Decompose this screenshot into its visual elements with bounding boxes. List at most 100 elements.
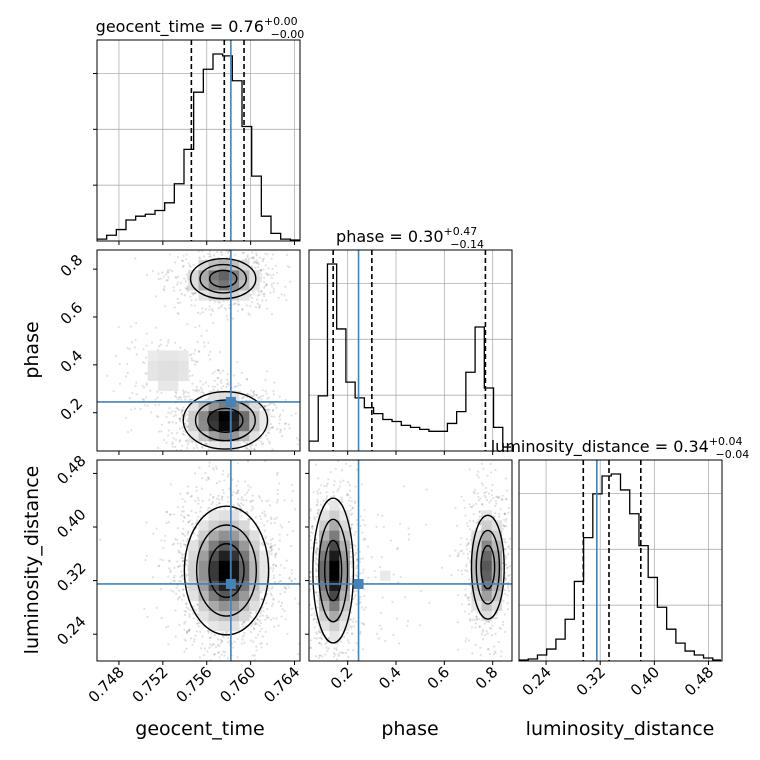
sample-point — [469, 584, 472, 587]
sample-point — [465, 569, 469, 573]
sample-point — [501, 623, 505, 626]
sample-point — [185, 630, 189, 634]
sample-point — [171, 270, 174, 273]
sample-point — [177, 565, 180, 568]
sample-point — [318, 636, 321, 640]
sample-point — [460, 537, 463, 540]
sample-point — [180, 570, 183, 573]
sample-point — [248, 393, 252, 396]
sample-point — [238, 452, 240, 454]
sample-point — [242, 396, 246, 399]
sample-point — [174, 261, 177, 264]
sample-point — [159, 343, 162, 346]
sample-point — [155, 527, 158, 530]
sample-point — [456, 524, 459, 527]
density-cell — [208, 540, 220, 551]
sample-point — [395, 617, 399, 620]
sample-point — [145, 521, 148, 524]
sample-point — [252, 256, 255, 259]
sample-point — [315, 576, 318, 579]
sample-point — [259, 277, 262, 281]
panel-hist-geocent-time — [93, 39, 301, 245]
sample-point — [232, 374, 235, 377]
sample-point — [342, 651, 345, 655]
sample-point — [178, 417, 182, 420]
sample-point — [488, 627, 491, 630]
density-cell — [228, 520, 240, 531]
sample-point — [208, 465, 211, 468]
sample-point — [204, 442, 208, 445]
density-cell — [208, 530, 220, 541]
sample-point — [172, 576, 175, 579]
sample-point — [194, 326, 197, 329]
sample-point — [253, 260, 256, 263]
density-cell — [168, 370, 179, 381]
sample-point — [260, 598, 263, 601]
sample-point — [507, 545, 511, 548]
sample-point — [404, 596, 407, 599]
sample-point — [182, 254, 185, 257]
sample-points — [97, 225, 300, 454]
x-tick-label: 0.756 — [172, 663, 215, 706]
sample-point — [266, 608, 269, 611]
sample-point — [264, 537, 267, 540]
sample-point — [206, 476, 210, 479]
density-cell — [218, 590, 230, 601]
sample-point — [457, 554, 460, 557]
sample-point — [324, 642, 327, 645]
sample-point — [505, 517, 508, 521]
sample-point — [479, 653, 482, 657]
sample-point — [241, 397, 244, 400]
sample-point — [290, 579, 293, 582]
sample-point — [239, 390, 242, 394]
sample-point — [258, 496, 262, 500]
sample-point — [467, 603, 470, 606]
sample-point — [176, 407, 179, 410]
sample-point — [255, 622, 258, 625]
density-cell — [228, 420, 240, 432]
sample-point — [160, 430, 163, 433]
sample-point — [475, 616, 478, 619]
sample-point — [246, 447, 249, 450]
sample-point — [186, 492, 189, 495]
sample-point — [239, 442, 242, 446]
sample-point — [172, 437, 175, 440]
sample-point — [490, 489, 493, 492]
sample-point — [288, 266, 291, 269]
sample-point — [197, 625, 200, 628]
sample-point — [270, 547, 273, 551]
sample-point — [314, 551, 317, 554]
sample-point — [192, 612, 195, 615]
sample-point — [195, 485, 198, 489]
sample-point — [208, 253, 212, 256]
sample-point — [150, 341, 154, 344]
sample-point — [180, 598, 183, 601]
sample-point — [218, 350, 222, 354]
sample-point — [505, 563, 508, 566]
sample-point — [362, 518, 365, 522]
sample-point — [288, 427, 291, 430]
sample-point — [151, 576, 154, 579]
sample-point — [178, 396, 181, 399]
sample-point — [254, 225, 256, 227]
sample-point — [266, 273, 269, 276]
sample-point — [126, 430, 130, 434]
density-cell — [218, 620, 230, 632]
sample-point — [167, 271, 170, 274]
sample-point — [205, 442, 208, 445]
density-cell — [259, 550, 270, 561]
sample-point — [263, 513, 267, 516]
sample-point — [270, 594, 273, 597]
sample-point — [350, 632, 354, 635]
sample-point — [194, 511, 197, 514]
density-cell — [188, 540, 199, 551]
sample-point — [246, 393, 250, 396]
density-cell — [228, 510, 240, 521]
sample-point — [251, 654, 254, 657]
sample-point — [207, 476, 210, 479]
sample-point — [181, 532, 184, 535]
sample-point — [215, 482, 219, 485]
sample-point — [407, 527, 410, 530]
sample-point — [472, 519, 475, 523]
sample-point — [187, 629, 190, 632]
